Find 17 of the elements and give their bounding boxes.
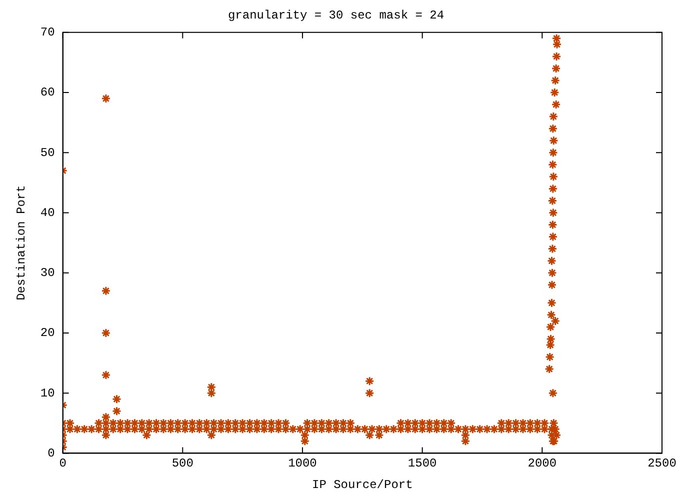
chart-title: granularity = 30 sec mask = 24	[228, 8, 444, 22]
x-tick-label: 1500	[408, 456, 437, 471]
y-tick-label: 70	[40, 26, 55, 40]
y-tick-label: 40	[40, 206, 55, 220]
y-tick-label: 60	[40, 86, 55, 100]
x-tick-label: 2500	[648, 456, 676, 471]
y-tick-label: 0	[48, 446, 55, 460]
x-tick-label: 2000	[528, 456, 557, 471]
y-tick-label: 20	[40, 326, 55, 340]
x-axis-title: IP Source/Port	[312, 478, 413, 492]
x-tick-label: 1000	[288, 456, 317, 471]
y-axis-title: Destination Port	[14, 185, 28, 300]
y-tick-label: 10	[40, 386, 55, 400]
x-tick-label: 0	[59, 456, 66, 471]
y-tick-label: 50	[40, 146, 55, 160]
y-tick-label: 30	[40, 266, 55, 280]
x-tick-label: 500	[172, 456, 194, 471]
